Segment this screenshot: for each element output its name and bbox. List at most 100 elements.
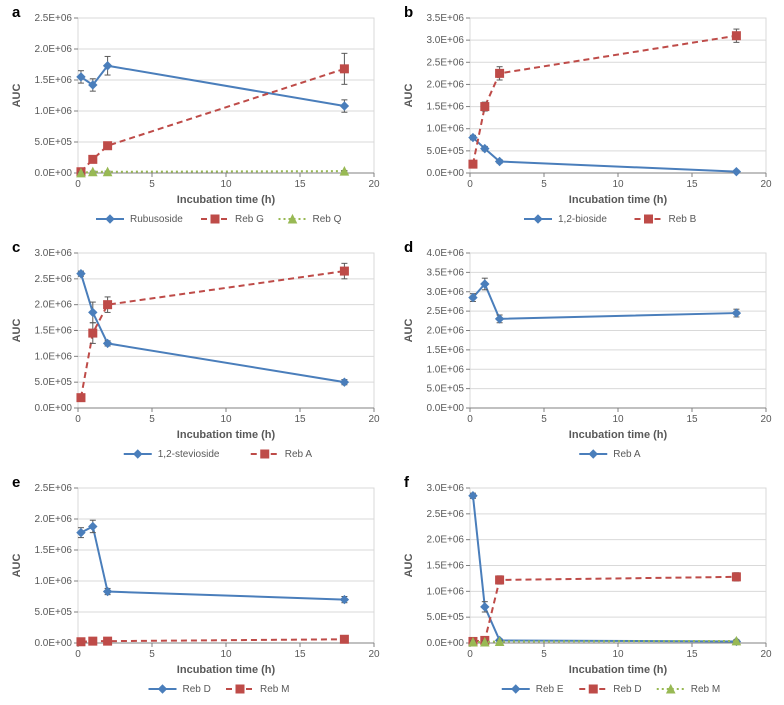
svg-text:2.5E+06: 2.5E+06 [426, 509, 464, 520]
svg-text:15: 15 [294, 179, 306, 190]
svg-text:1.0E+06: 1.0E+06 [34, 351, 72, 362]
panel-label-f: f [404, 474, 409, 491]
svg-text:2.0E+06: 2.0E+06 [426, 79, 464, 90]
svg-text:1.5E+06: 1.5E+06 [34, 545, 72, 556]
svg-text:Incubation time (h): Incubation time (h) [177, 429, 276, 441]
svg-text:Reb G: Reb G [235, 214, 264, 225]
svg-text:AUC: AUC [403, 554, 415, 578]
svg-text:5.0E+05: 5.0E+05 [426, 612, 464, 623]
svg-text:15: 15 [294, 649, 306, 660]
svg-text:3.0E+06: 3.0E+06 [426, 287, 464, 298]
panel-label-e: e [12, 474, 20, 491]
svg-text:1.5E+06: 1.5E+06 [426, 561, 464, 572]
svg-text:5.0E+05: 5.0E+05 [34, 137, 72, 148]
panel-e: e051015200.0E+005.0E+051.0E+061.5E+062.0… [0, 470, 392, 705]
svg-text:15: 15 [686, 649, 698, 660]
svg-text:5: 5 [149, 179, 155, 190]
panel-label-b: b [404, 4, 413, 21]
svg-text:5.0E+05: 5.0E+05 [426, 384, 464, 395]
svg-text:5.0E+05: 5.0E+05 [34, 377, 72, 388]
svg-text:3.0E+06: 3.0E+06 [426, 483, 464, 494]
chart-grid: a051015200.0E+005.0E+051.0E+061.5E+062.0… [0, 0, 784, 705]
svg-text:15: 15 [686, 179, 698, 190]
svg-text:15: 15 [686, 414, 698, 425]
svg-text:3.0E+06: 3.0E+06 [426, 35, 464, 46]
svg-text:5: 5 [541, 414, 547, 425]
panel-a: a051015200.0E+005.0E+051.0E+061.5E+062.0… [0, 0, 392, 235]
svg-text:1.5E+06: 1.5E+06 [34, 75, 72, 86]
panel-label-d: d [404, 239, 413, 256]
svg-text:2.5E+06: 2.5E+06 [34, 483, 72, 494]
svg-text:2.0E+06: 2.0E+06 [426, 535, 464, 546]
panel-f: f051015200.0E+005.0E+051.0E+061.5E+062.0… [392, 470, 784, 705]
chart-f: 051015200.0E+005.0E+051.0E+061.5E+062.0E… [392, 470, 784, 705]
svg-text:Reb D: Reb D [183, 684, 211, 695]
svg-text:0.0E+00: 0.0E+00 [426, 638, 464, 649]
svg-text:3.0E+06: 3.0E+06 [34, 248, 72, 259]
svg-text:Incubation time (h): Incubation time (h) [569, 429, 668, 441]
svg-text:AUC: AUC [11, 554, 23, 578]
svg-text:1.0E+06: 1.0E+06 [34, 106, 72, 117]
svg-text:5: 5 [541, 179, 547, 190]
svg-text:1.0E+06: 1.0E+06 [426, 364, 464, 375]
svg-text:Reb E: Reb E [536, 684, 564, 695]
svg-text:20: 20 [760, 649, 772, 660]
svg-text:1,2-bioside: 1,2-bioside [558, 214, 607, 225]
svg-text:Incubation time (h): Incubation time (h) [177, 664, 276, 676]
svg-text:Rubusoside: Rubusoside [130, 214, 183, 225]
svg-text:AUC: AUC [403, 319, 415, 343]
svg-text:10: 10 [612, 649, 624, 660]
svg-text:1.5E+06: 1.5E+06 [34, 326, 72, 337]
panel-c: c051015200.0E+005.0E+051.0E+061.5E+062.0… [0, 235, 392, 470]
svg-text:Reb D: Reb D [613, 684, 641, 695]
svg-text:10: 10 [220, 179, 232, 190]
panel-b: b051015200.0E+005.0E+051.0E+061.5E+062.0… [392, 0, 784, 235]
chart-b: 051015200.0E+005.0E+051.0E+061.5E+062.0E… [392, 0, 784, 235]
svg-text:10: 10 [220, 414, 232, 425]
svg-text:0: 0 [75, 179, 81, 190]
svg-text:Reb A: Reb A [613, 449, 641, 460]
svg-text:0.0E+00: 0.0E+00 [34, 168, 72, 179]
svg-text:0: 0 [467, 179, 473, 190]
panel-label-c: c [12, 239, 20, 256]
svg-text:Reb M: Reb M [691, 684, 720, 695]
svg-text:2.0E+06: 2.0E+06 [34, 300, 72, 311]
svg-text:1.5E+06: 1.5E+06 [426, 345, 464, 356]
svg-text:Reb M: Reb M [260, 684, 289, 695]
svg-text:0.0E+00: 0.0E+00 [34, 638, 72, 649]
svg-text:0.0E+00: 0.0E+00 [426, 168, 464, 179]
svg-text:2.0E+06: 2.0E+06 [34, 514, 72, 525]
chart-d: 051015200.0E+005.0E+051.0E+061.5E+062.0E… [392, 235, 784, 470]
svg-text:Incubation time (h): Incubation time (h) [177, 194, 276, 206]
svg-text:4.0E+06: 4.0E+06 [426, 248, 464, 259]
svg-text:Incubation time (h): Incubation time (h) [569, 664, 668, 676]
svg-text:0: 0 [467, 649, 473, 660]
chart-e: 051015200.0E+005.0E+051.0E+061.5E+062.0E… [0, 470, 392, 705]
panel-d: d051015200.0E+005.0E+051.0E+061.5E+062.0… [392, 235, 784, 470]
svg-text:20: 20 [368, 179, 380, 190]
svg-text:5.0E+05: 5.0E+05 [34, 607, 72, 618]
svg-text:20: 20 [368, 649, 380, 660]
svg-text:AUC: AUC [11, 84, 23, 108]
svg-text:2.0E+06: 2.0E+06 [34, 44, 72, 55]
svg-text:5.0E+05: 5.0E+05 [426, 146, 464, 157]
svg-text:0: 0 [467, 414, 473, 425]
chart-c: 051015200.0E+005.0E+051.0E+061.5E+062.0E… [0, 235, 392, 470]
svg-text:Reb B: Reb B [669, 214, 697, 225]
svg-text:1.0E+06: 1.0E+06 [426, 124, 464, 135]
svg-text:AUC: AUC [11, 319, 23, 343]
svg-text:3.5E+06: 3.5E+06 [426, 13, 464, 24]
svg-text:10: 10 [612, 179, 624, 190]
svg-text:3.5E+06: 3.5E+06 [426, 267, 464, 278]
svg-text:Reb Q: Reb Q [313, 214, 342, 225]
svg-text:0.0E+00: 0.0E+00 [426, 403, 464, 414]
chart-a: 0 5 10 15 20 0.0E+00 5.0E+05 1.0E+06 1.5E+06 2.0E… [0, 0, 392, 235]
svg-text:5: 5 [149, 649, 155, 660]
svg-text:2.5E+06: 2.5E+06 [426, 306, 464, 317]
svg-text:10: 10 [612, 414, 624, 425]
svg-text:2.5E+06: 2.5E+06 [426, 57, 464, 68]
svg-text:2.0E+06: 2.0E+06 [426, 326, 464, 337]
svg-text:1,2-stevioside: 1,2-stevioside [158, 449, 220, 460]
svg-text:0.0E+00: 0.0E+00 [34, 403, 72, 414]
svg-text:1.5E+06: 1.5E+06 [426, 102, 464, 113]
